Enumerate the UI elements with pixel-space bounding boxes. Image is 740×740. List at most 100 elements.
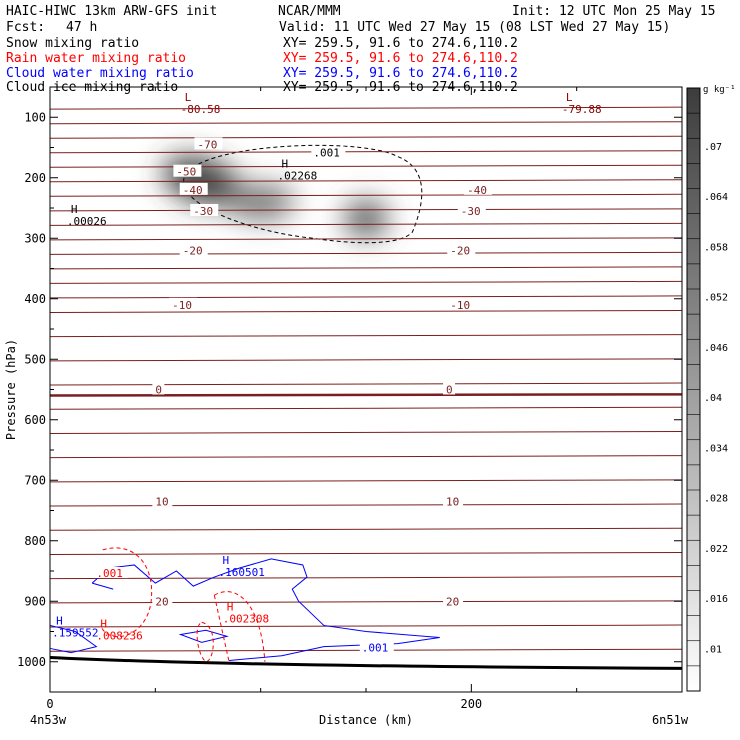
temperature-label-bg bbox=[152, 594, 173, 607]
x-axis-title: Distance (km) bbox=[319, 713, 413, 727]
temperature-contour-line bbox=[49, 430, 683, 434]
temperature-contour-line bbox=[49, 551, 683, 555]
temperature-contours bbox=[49, 106, 683, 652]
valid-time: Valid: 11 UTC Wed 27 May 15 (08 LST Wed … bbox=[279, 20, 671, 35]
temperature-label-bg bbox=[443, 494, 464, 507]
colorbar-tick-label: .058 bbox=[704, 242, 728, 253]
field-rain-xy: XY= 259.5, 91.6 to 274.6,110.2 bbox=[283, 51, 518, 66]
temperature-label: 10 bbox=[155, 495, 168, 508]
extremum-marker: H bbox=[227, 601, 234, 614]
extremum-marker: H bbox=[282, 158, 289, 171]
snow-shade-east bbox=[344, 200, 388, 237]
extremum-marker: L bbox=[566, 91, 573, 104]
temperature-label: -10 bbox=[450, 299, 470, 312]
cloud-water-contour bbox=[49, 624, 98, 654]
snow-contour-001 bbox=[183, 144, 423, 244]
field-cloudwater-name: Cloud water mixing ratio bbox=[6, 66, 194, 81]
y-tick-label: 300 bbox=[24, 231, 46, 245]
temperature-contour-line bbox=[49, 624, 683, 628]
temperature-label-bg bbox=[169, 297, 198, 310]
colorbar-tick-label: .028 bbox=[704, 494, 728, 505]
x-start-location: 4n53w bbox=[30, 713, 67, 727]
x-tick-label: 0 bbox=[46, 697, 53, 711]
temperature-contour-line bbox=[49, 164, 683, 168]
temperature-contour-line bbox=[49, 406, 683, 410]
rain-water-contour bbox=[100, 547, 153, 638]
y-tick-label: 100 bbox=[24, 110, 46, 124]
temperature-contour-line bbox=[49, 193, 683, 197]
contour-value-bg bbox=[359, 641, 394, 653]
temperature-contour-line bbox=[49, 222, 683, 226]
colorbar-unit: g kg⁻¹ bbox=[703, 85, 736, 95]
temperature-contour-line bbox=[49, 150, 683, 154]
org-label: NCAR/MMM bbox=[278, 4, 341, 19]
temperature-label-bg bbox=[179, 243, 208, 256]
forecast-hour: 47 h bbox=[66, 20, 98, 35]
extremum-value: .00026 bbox=[67, 215, 107, 228]
extremum-value: .159552 bbox=[52, 626, 98, 639]
temperature-contour-line bbox=[49, 527, 683, 531]
temperature-contour-line bbox=[49, 179, 683, 183]
contour-value-label: .001 bbox=[96, 567, 123, 580]
y-axis: 1002003004005006007008009001000Pressure … bbox=[4, 110, 682, 693]
temperature-label-bg bbox=[190, 204, 219, 217]
extremum-marker: H bbox=[223, 554, 230, 567]
temperature-contour-line bbox=[49, 237, 683, 241]
colorbar-tick-label: .046 bbox=[704, 343, 728, 354]
extremum-value: .02268 bbox=[278, 170, 318, 183]
temperature-contour-line bbox=[49, 266, 683, 270]
extremum-value: .160501 bbox=[219, 566, 265, 579]
rain-water-contour bbox=[196, 621, 214, 663]
temperature-label-bg bbox=[194, 137, 223, 150]
snow-shade-mid bbox=[226, 183, 295, 220]
temperature-contour-line bbox=[49, 358, 683, 362]
temperature-label-bg bbox=[464, 182, 493, 195]
temperature-label: -30 bbox=[461, 205, 481, 218]
field-rain-name: Rain water mixing ratio bbox=[6, 51, 187, 66]
temperature-contour-line bbox=[49, 576, 683, 580]
temperature-label: -40 bbox=[183, 184, 203, 197]
extrema-labels: L-80.58L-79.88H.02268H.00026H.160501H.00… bbox=[52, 91, 602, 642]
temperature-contour-line bbox=[49, 251, 683, 255]
temperature-contour-line bbox=[49, 334, 683, 338]
temperature-label-bg bbox=[179, 182, 208, 195]
temperature-contour-line bbox=[49, 121, 683, 125]
temperature-contour-line bbox=[49, 208, 683, 212]
temperature-label: -40 bbox=[467, 184, 487, 197]
contour-value-labels: .001 .001 .001 bbox=[94, 146, 394, 654]
x-tick-label: 200 bbox=[460, 697, 482, 711]
cloud-water-contour bbox=[91, 582, 114, 590]
extremum-value: .002308 bbox=[223, 613, 269, 626]
extremum-value: .008236 bbox=[96, 630, 142, 643]
extremum-marker: H bbox=[71, 203, 78, 216]
field-snow-name: Snow mixing ratio bbox=[6, 36, 140, 51]
contour-value-label: .001 bbox=[362, 641, 389, 654]
temperature-label-bg bbox=[447, 297, 476, 310]
extremum-value: -80.58 bbox=[181, 103, 221, 116]
colorbar-tick-label: .022 bbox=[704, 544, 728, 555]
colorbar-tick-label: .034 bbox=[704, 443, 728, 454]
temperature-contour-line bbox=[49, 455, 683, 459]
y-axis-title: Pressure (hPa) bbox=[4, 339, 18, 440]
y-tick-label: 700 bbox=[24, 473, 46, 487]
temperature-label: 0 bbox=[155, 384, 162, 397]
temperature-contour-line bbox=[49, 135, 683, 139]
temperature-contour-line bbox=[49, 295, 683, 299]
rain-water-contour bbox=[214, 591, 266, 662]
extremum-marker: H bbox=[100, 618, 107, 631]
y-tick-label: 600 bbox=[24, 413, 46, 427]
extremum-value: -79.88 bbox=[562, 103, 602, 116]
y-tick-label: 400 bbox=[24, 292, 46, 306]
contour-value-label: .001 bbox=[313, 147, 340, 160]
temperature-label: -30 bbox=[193, 205, 213, 218]
temperature-label: 20 bbox=[446, 595, 459, 608]
forecast-label: Fcst: bbox=[6, 20, 46, 35]
colorbar: .01 .016 .022 .028 .034 .04 .046 .052 .058 .064 .0… bbox=[686, 85, 736, 692]
temperature-label: -10 bbox=[172, 299, 192, 312]
rain-water-contour bbox=[213, 595, 230, 662]
temperature-label-bg bbox=[457, 204, 486, 217]
temperature-label: 0 bbox=[446, 384, 453, 397]
temperature-contour-line bbox=[49, 309, 683, 313]
rain-water-contours bbox=[100, 547, 266, 663]
